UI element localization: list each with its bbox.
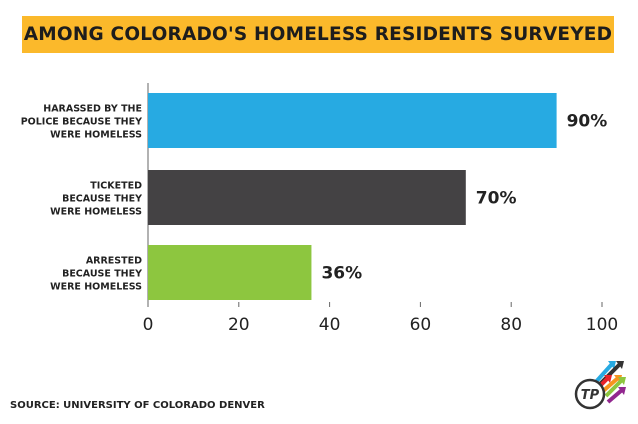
chart-title: AMONG COLORADO'S HOMELESS RESIDENTS SURV… — [22, 16, 614, 53]
category-label: WERE HOMELESS — [50, 282, 142, 293]
category-label: BECAUSE THEY — [62, 269, 142, 280]
data-label: 36% — [321, 264, 362, 284]
x-tick-label: 60 — [410, 315, 432, 335]
category-label: ARRESTED — [86, 256, 142, 267]
data-label: 70% — [476, 189, 517, 209]
thinkprogress-logo-icon: TP — [574, 361, 626, 410]
x-tick-label: 40 — [319, 315, 341, 335]
bar — [148, 245, 312, 300]
category-label: TICKETED — [90, 181, 142, 192]
category-label: POLICE BECAUSE THEY — [21, 117, 142, 128]
logo-text: TP — [581, 388, 600, 403]
category-label: HARASSED BY THE — [43, 104, 142, 115]
source-note: SOURCE: UNIVERSITY OF COLORADO DENVER — [10, 400, 265, 411]
category-label: BECAUSE THEY — [62, 194, 142, 205]
bar — [148, 93, 557, 148]
bar — [148, 170, 466, 225]
x-tick-label: 80 — [500, 315, 522, 335]
category-label: WERE HOMELESS — [50, 207, 142, 218]
category-label: WERE HOMELESS — [50, 130, 142, 141]
x-tick-label: 0 — [143, 315, 154, 335]
x-tick-label: 100 — [586, 315, 618, 335]
x-tick-label: 20 — [228, 315, 250, 335]
data-label: 90% — [567, 112, 608, 132]
